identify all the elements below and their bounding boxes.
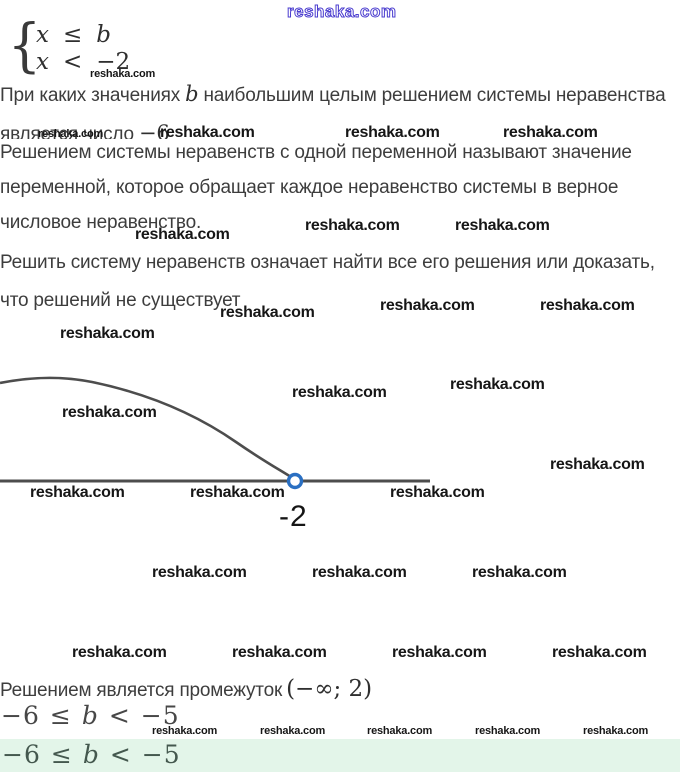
watermark-text: reshaka.com <box>450 376 545 393</box>
watermark-text: reshaka.com <box>135 226 230 243</box>
result-inequality: −6 ≤ b < −5 <box>1 701 180 730</box>
watermark-text: reshaka.com <box>472 564 567 581</box>
open-point-circle <box>286 472 304 490</box>
task-line-2: что решений не существует <box>0 290 241 311</box>
inequality-lhs: x <box>36 49 49 75</box>
definition-line-1: Решением системы неравенств с одной пере… <box>0 142 632 163</box>
watermark-text: reshaka.com <box>152 725 218 737</box>
watermark-text: reshaka.com <box>345 124 440 141</box>
watermark-text: reshaka.com <box>60 325 155 342</box>
watermark-text: reshaka.com <box>220 304 315 321</box>
watermark-text: reshaka.com <box>160 124 255 141</box>
watermark-text: reshaka.com <box>475 725 541 737</box>
watermark-text: reshaka.com <box>390 484 485 501</box>
result-relation: < <box>109 740 132 769</box>
watermark-text: reshaka.com <box>292 384 387 401</box>
result-number: −6 <box>2 740 41 769</box>
inequality-rhs: −2 <box>96 49 131 75</box>
watermark-text: reshaka.com <box>72 644 167 661</box>
inequality-lhs: x <box>36 22 49 48</box>
answer-interval-text: Решением является промежуток <box>0 680 283 701</box>
watermark-text: reshaka.com <box>30 484 125 501</box>
watermark-text: reshaka.com <box>503 124 598 141</box>
result-var-b: b <box>81 701 99 730</box>
question-line-2: является число −6 <box>0 121 170 139</box>
final-answer-inequality: −6 ≤ b < −5 <box>2 740 181 769</box>
watermark-text: reshaka.com <box>392 644 487 661</box>
watermark-text: reshaka.com <box>550 456 645 473</box>
watermark-text: reshaka.com <box>152 564 247 581</box>
result-number: −5 <box>141 740 181 769</box>
question-text: наибольшим целым решением системы нераве… <box>198 85 666 106</box>
question-number: −6 <box>138 121 170 139</box>
watermark-text: reshaka.com <box>38 128 104 140</box>
watermark-text: reshaka.com <box>540 297 635 314</box>
watermark-text: reshaka.com <box>190 484 285 501</box>
definition-line-3: числовое неравенство. <box>0 212 202 233</box>
inequality-system: x ≤ b x < −2 <box>36 22 130 76</box>
result-relation: ≤ <box>49 701 72 730</box>
system-brace: { <box>7 11 42 79</box>
question-text: является число <box>0 124 139 139</box>
result-relation: ≤ <box>50 740 73 769</box>
answer-interval-math: (−∞; 2) <box>286 676 373 702</box>
inequality-row-1: x ≤ b <box>36 22 130 49</box>
result-number: −6 <box>1 701 40 730</box>
answer-interval-line: Решением является промежуток (−∞; 2) <box>0 676 372 702</box>
watermark-text: reshaka.com <box>583 725 649 737</box>
task-line-1: Решить систему неравенств означает найти… <box>0 252 655 273</box>
result-relation: < <box>108 701 131 730</box>
watermark-text: reshaka.com <box>286 2 397 22</box>
watermark-text: reshaka.com <box>90 68 156 80</box>
final-answer-highlight: −6 ≤ b < −5 <box>0 739 680 772</box>
inequality-row-2: x < −2 <box>36 49 130 76</box>
watermark-text: reshaka.com <box>455 217 550 234</box>
interval-arc <box>0 376 292 479</box>
result-var-b: b <box>82 740 100 769</box>
question-var-b: b <box>185 82 199 106</box>
watermark-text: reshaka.com <box>232 644 327 661</box>
inequality-relation: ≤ <box>62 22 83 48</box>
point-label: -2 <box>279 500 308 533</box>
definition-line-2: переменной, которое обращает каждое нера… <box>0 177 619 198</box>
inequality-relation: < <box>62 49 83 75</box>
watermark-text: reshaka.com <box>62 404 157 421</box>
result-number: −5 <box>140 701 180 730</box>
watermark-text: reshaka.com <box>305 217 400 234</box>
inequality-rhs: b <box>96 22 111 48</box>
question-text: При каких значениях <box>0 85 186 106</box>
watermark-text: reshaka.com <box>312 564 407 581</box>
watermark-text: reshaka.com <box>552 644 647 661</box>
number-line-figure <box>0 376 430 490</box>
watermark-text: reshaka.com <box>380 297 475 314</box>
watermark-text: reshaka.com <box>260 725 326 737</box>
watermark-text: reshaka.com <box>367 725 433 737</box>
question-line-1: При каких значениях b наибольшим целым р… <box>0 82 666 107</box>
